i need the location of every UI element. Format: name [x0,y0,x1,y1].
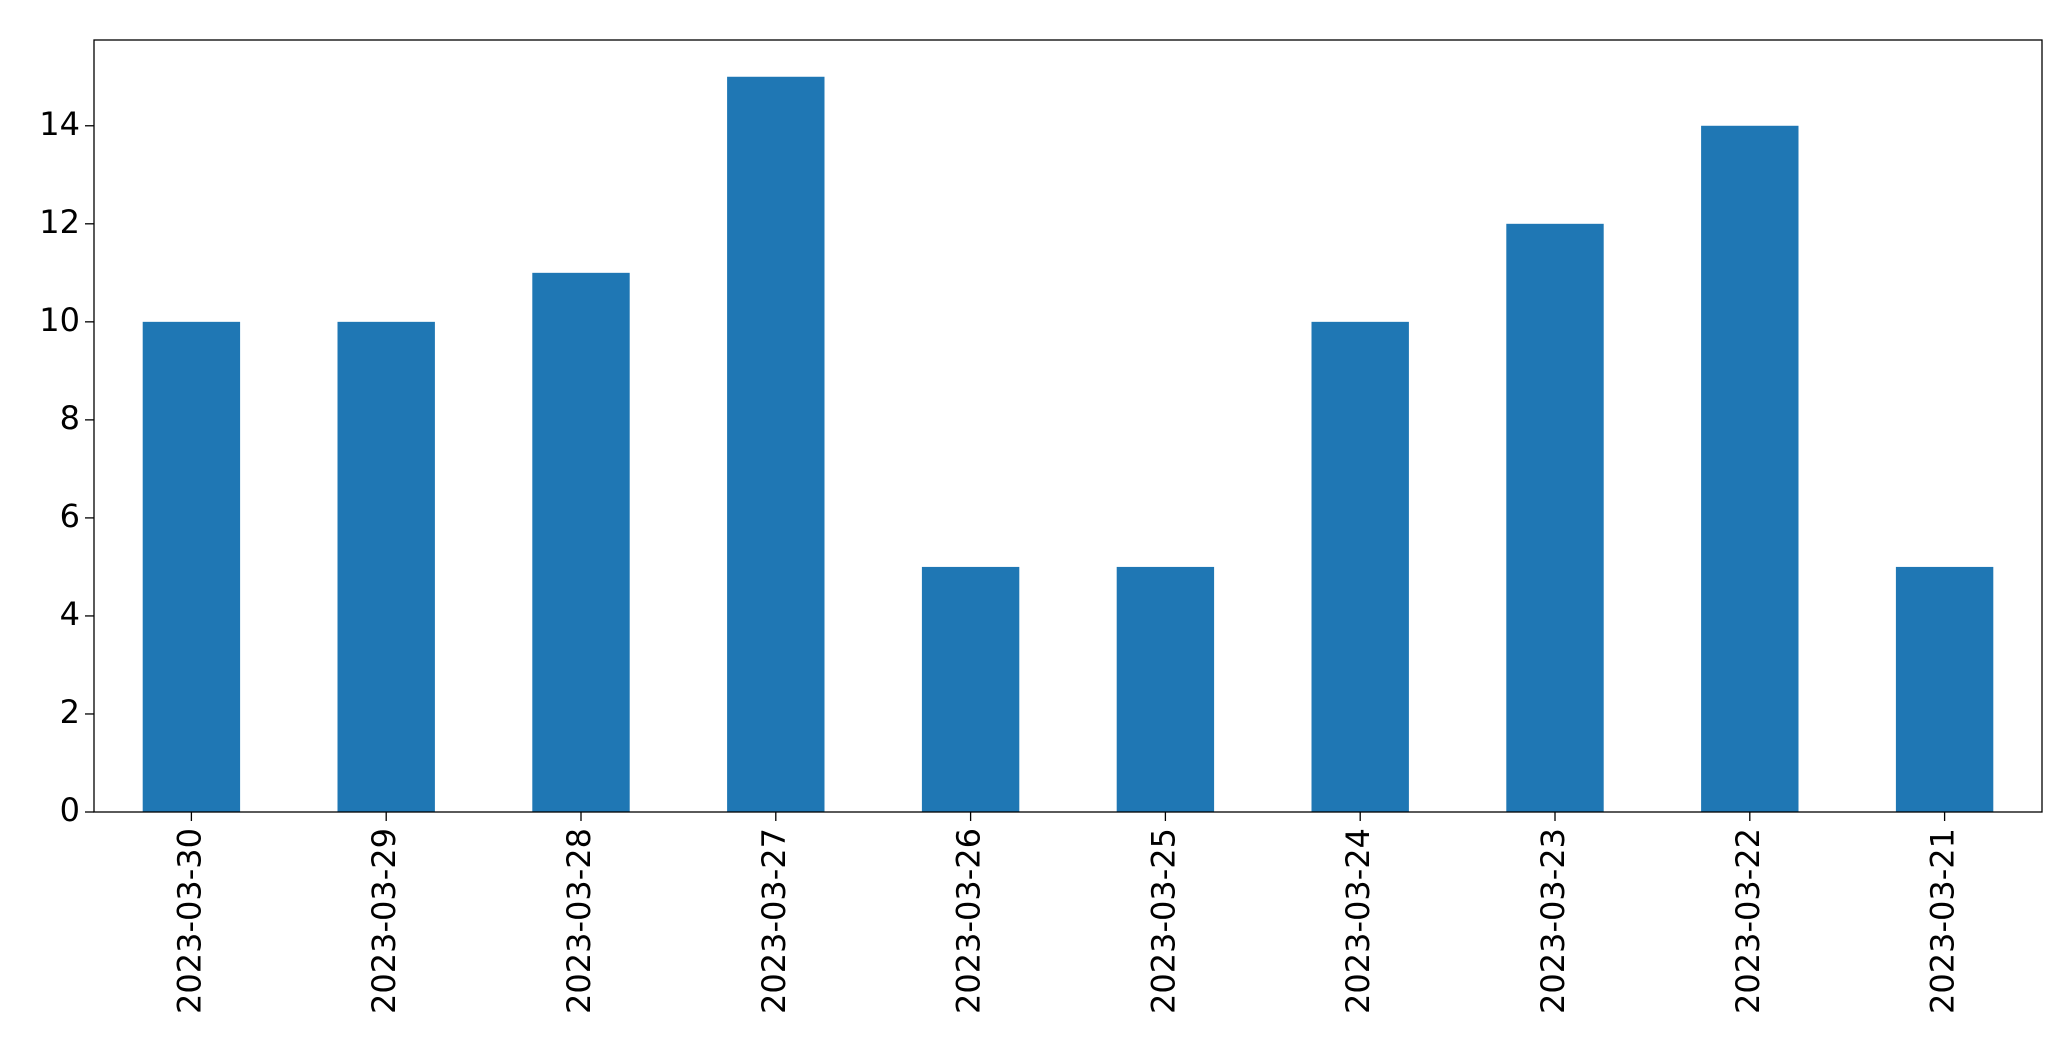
bar [1506,223,1604,813]
y-tick-label: 6 [60,497,80,535]
x-tick-label: 2023-03-25 [1144,828,1182,1014]
x-tick-label: 2023-03-23 [1534,828,1572,1014]
x-tick-label: 2023-03-27 [755,828,793,1014]
bar [727,76,825,812]
bar [142,321,241,812]
bar [1701,125,1799,813]
y-tick-label: 2 [60,693,80,731]
plot-area [142,76,1994,813]
bar [1895,566,1994,812]
y-tick-label: 12 [39,203,80,241]
bar [337,321,435,812]
bar [532,272,630,812]
y-tick-label: 4 [60,595,80,633]
bar [1311,321,1409,812]
x-tick-label: 2023-03-22 [1729,828,1767,1014]
y-tick-label: 10 [39,301,80,339]
x-tick-label: 2023-03-21 [1924,828,1962,1014]
x-tick-label: 2023-03-24 [1339,828,1377,1014]
bar [1116,566,1215,812]
y-tick-label: 0 [60,791,80,829]
x-tick-label: 2023-03-26 [950,828,988,1014]
y-tick-label: 8 [60,399,80,437]
y-tick-label: 14 [39,105,80,143]
bar [921,566,1020,812]
x-tick-label: 2023-03-28 [560,828,598,1014]
x-tick-label: 2023-03-30 [170,828,208,1014]
x-tick-label: 2023-03-29 [365,828,403,1014]
axes-frame [93,39,2043,813]
